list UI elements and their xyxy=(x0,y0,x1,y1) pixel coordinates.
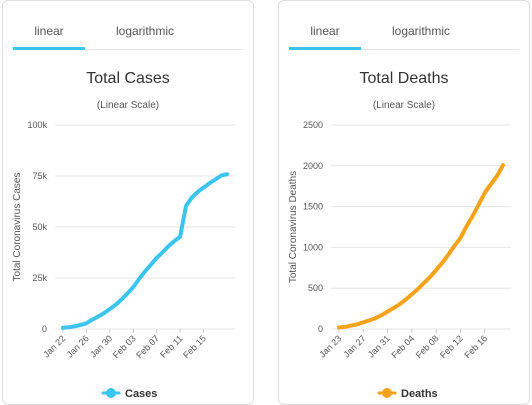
scale-tabs: linear logarithmic xyxy=(289,15,519,50)
series-line xyxy=(337,163,505,330)
x-tick-label: Feb 12 xyxy=(438,333,465,360)
y-axis-label: Total Coronavirus Cases xyxy=(12,173,23,282)
y-tick-label: 25k xyxy=(32,273,47,283)
y-tick-label: 1000 xyxy=(303,242,323,252)
legend-marker xyxy=(382,388,392,398)
y-tick-label: 2500 xyxy=(303,120,323,130)
y-tick-label: 100k xyxy=(27,120,47,130)
tab-linear[interactable]: linear xyxy=(13,15,85,50)
series-line xyxy=(61,172,229,330)
tab-logarithmic[interactable]: logarithmic xyxy=(115,24,175,38)
chart-subtitle: (Linear Scale) xyxy=(97,100,159,111)
x-tick-label: Jan 22 xyxy=(41,333,67,359)
x-tick-label: Jan 30 xyxy=(88,333,114,359)
chart-title: Total Cases xyxy=(86,70,170,87)
y-tick-label: 75k xyxy=(32,171,47,181)
x-tick-label: Feb 16 xyxy=(462,333,489,360)
legend-marker xyxy=(106,388,116,398)
y-tick-label: 500 xyxy=(308,283,323,293)
legend-label: Deaths xyxy=(401,388,438,400)
y-tick-label: 2000 xyxy=(303,161,323,171)
y-axis-label: Total Coronavirus Deaths xyxy=(288,171,299,283)
x-tick-label: Feb 04 xyxy=(389,333,416,360)
x-tick-label: Jan 31 xyxy=(366,333,392,359)
x-tick-label: Feb 07 xyxy=(134,333,161,360)
y-tick-label: 1500 xyxy=(303,202,323,212)
x-tick-label: Jan 23 xyxy=(317,333,343,359)
tab-logarithmic[interactable]: logarithmic xyxy=(391,24,451,38)
cases-card: linear logarithmic Total Cases (Linear Sc… xyxy=(2,0,254,405)
chart-subtitle: (Linear Scale) xyxy=(373,100,435,111)
y-tick-label: 0 xyxy=(42,324,47,334)
x-tick-label: Jan 27 xyxy=(342,333,368,359)
x-tick-label: Feb 15 xyxy=(181,333,208,360)
deaths-card: linear logarithmic Total Deaths (Linear S… xyxy=(278,0,530,405)
x-tick-label: Feb 11 xyxy=(158,333,184,359)
x-tick-label: Feb 08 xyxy=(414,333,441,360)
tab-linear[interactable]: linear xyxy=(289,15,361,50)
deaths-chart: Total Deaths (Linear Scale) 0 500 1000 1500 20… xyxy=(288,70,511,400)
x-tick-label: Feb 03 xyxy=(111,333,138,360)
legend-label: Cases xyxy=(125,388,157,400)
y-tick-label: 0 xyxy=(318,324,323,334)
chart-title: Total Deaths xyxy=(360,70,449,87)
x-tick-label: Jan 26 xyxy=(65,333,91,359)
cases-chart: Total Cases (Linear Scale) 0 25k 50k 75k 100k T… xyxy=(12,70,235,400)
y-tick-label: 50k xyxy=(32,222,47,232)
scale-tabs: linear logarithmic xyxy=(13,15,243,50)
